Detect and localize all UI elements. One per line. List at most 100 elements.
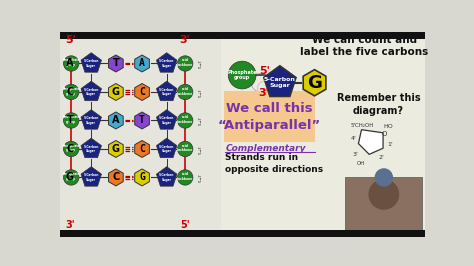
Text: Phosphate
group: Phosphate group: [63, 87, 80, 95]
Circle shape: [368, 179, 399, 210]
Polygon shape: [135, 84, 149, 101]
Circle shape: [374, 168, 393, 187]
Text: Phosphate
group: Phosphate group: [63, 115, 80, 124]
Text: 3': 3': [65, 220, 75, 230]
Text: We can count and
label the five carbons: We can count and label the five carbons: [301, 35, 428, 57]
Text: HO: HO: [384, 124, 393, 129]
Text: O: O: [382, 131, 387, 137]
FancyBboxPatch shape: [61, 32, 425, 237]
Polygon shape: [135, 169, 149, 186]
Text: 3': 3': [258, 88, 269, 98]
Text: T: T: [112, 59, 119, 68]
Circle shape: [64, 56, 79, 71]
Circle shape: [228, 61, 256, 89]
Text: 5-Carbon
Sugar: 5-Carbon Sugar: [83, 59, 99, 68]
Text: acid
backbone: acid backbone: [177, 59, 193, 67]
Polygon shape: [135, 55, 149, 72]
FancyBboxPatch shape: [220, 39, 425, 230]
Polygon shape: [109, 112, 123, 129]
Text: 4': 4': [351, 136, 356, 141]
Text: 5-Carbon
Sugar: 5-Carbon Sugar: [159, 173, 174, 182]
Polygon shape: [81, 53, 101, 72]
Text: A: A: [139, 59, 145, 68]
FancyBboxPatch shape: [61, 32, 425, 39]
Text: OH: OH: [357, 161, 365, 166]
Text: G: G: [112, 87, 120, 97]
Text: Remember this
diagram?: Remember this diagram?: [337, 93, 420, 115]
Circle shape: [64, 170, 79, 185]
Text: 5-Carbon
Sugar: 5-Carbon Sugar: [159, 59, 174, 68]
Circle shape: [177, 141, 193, 157]
Text: 5': 5': [65, 35, 76, 45]
Polygon shape: [81, 167, 101, 186]
Text: acid
backbone: acid backbone: [177, 172, 193, 181]
Circle shape: [64, 141, 79, 157]
FancyBboxPatch shape: [61, 230, 425, 237]
Text: 5'→3': 5'→3': [199, 87, 203, 97]
Circle shape: [177, 113, 193, 128]
Polygon shape: [156, 110, 177, 129]
Text: 5-Carbon
Sugar: 5-Carbon Sugar: [159, 145, 174, 153]
Polygon shape: [109, 169, 123, 186]
Polygon shape: [156, 81, 177, 101]
Text: 5-Carbon
Sugar: 5-Carbon Sugar: [159, 88, 174, 96]
Polygon shape: [81, 138, 101, 158]
Text: 5'→3': 5'→3': [199, 173, 203, 182]
Text: Phosphate
group: Phosphate group: [63, 144, 80, 152]
Circle shape: [64, 84, 79, 100]
Polygon shape: [109, 55, 123, 72]
Text: T: T: [66, 115, 73, 126]
Text: C: C: [66, 87, 73, 97]
Circle shape: [177, 84, 193, 100]
Text: 5': 5': [180, 220, 190, 230]
Text: Complementary: Complementary: [225, 144, 306, 153]
Text: 5-Carbon
Sugar: 5-Carbon Sugar: [83, 88, 99, 96]
Text: 5-Carbon
Sugar: 5-Carbon Sugar: [83, 116, 99, 125]
Polygon shape: [81, 81, 101, 101]
Text: 5'→3': 5'→3': [199, 59, 203, 68]
Text: T: T: [139, 115, 145, 126]
Text: G: G: [139, 172, 145, 182]
Text: Phosphate
group: Phosphate group: [63, 172, 80, 181]
Text: G: G: [66, 172, 74, 182]
Text: 1': 1': [388, 142, 393, 147]
Polygon shape: [81, 110, 101, 129]
Text: 5'CH₂OH: 5'CH₂OH: [351, 123, 374, 128]
Text: 2': 2': [378, 155, 384, 160]
Text: Strands run in
opposite directions: Strands run in opposite directions: [225, 153, 323, 174]
FancyBboxPatch shape: [61, 39, 220, 230]
Text: 5-Carbon
Sugar: 5-Carbon Sugar: [159, 116, 174, 125]
Text: 5-Carbon
Sugar: 5-Carbon Sugar: [83, 173, 99, 182]
Polygon shape: [156, 138, 177, 158]
Text: C: C: [139, 87, 145, 97]
Text: C: C: [66, 144, 73, 154]
Text: A: A: [112, 115, 119, 126]
Text: G: G: [307, 74, 322, 92]
Polygon shape: [156, 53, 177, 72]
Text: C: C: [139, 144, 145, 154]
Polygon shape: [135, 112, 149, 129]
Polygon shape: [264, 66, 296, 97]
Circle shape: [177, 170, 193, 185]
Polygon shape: [358, 130, 383, 154]
Text: acid
backbone: acid backbone: [177, 144, 193, 152]
Text: 3': 3': [352, 152, 358, 157]
Text: C: C: [112, 172, 119, 182]
Text: Phosphate
group: Phosphate group: [63, 59, 80, 67]
Text: 3': 3': [180, 35, 191, 45]
Text: 5'→3': 5'→3': [199, 116, 203, 125]
FancyBboxPatch shape: [224, 91, 315, 142]
Polygon shape: [109, 84, 123, 101]
Text: 5': 5': [259, 65, 270, 76]
Polygon shape: [109, 140, 123, 157]
Text: 5'→3': 5'→3': [199, 144, 203, 154]
FancyBboxPatch shape: [346, 177, 422, 230]
Text: acid
backbone: acid backbone: [177, 87, 193, 95]
Text: 5-Carbon
Sugar: 5-Carbon Sugar: [264, 77, 296, 88]
Circle shape: [64, 113, 79, 128]
Text: We call this
“Antiparallel”: We call this “Antiparallel”: [218, 102, 321, 132]
Text: Phosphate
group: Phosphate group: [228, 70, 257, 80]
Polygon shape: [303, 70, 326, 96]
Text: 5-Carbon
Sugar: 5-Carbon Sugar: [83, 145, 99, 153]
Circle shape: [177, 56, 193, 71]
